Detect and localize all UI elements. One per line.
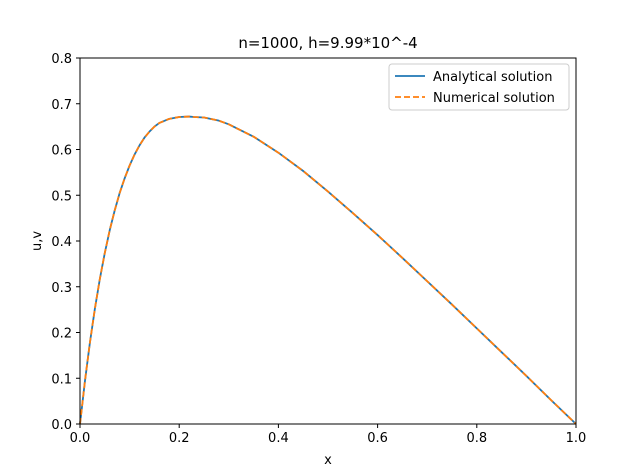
legend-label-analytical: Analytical solution xyxy=(433,70,552,85)
legend: Analytical solution Numerical solution xyxy=(388,63,570,111)
legend-label-numerical: Numerical solution xyxy=(433,91,555,106)
y-tick-label: 0.8 xyxy=(51,52,72,67)
y-tick-label: 0.7 xyxy=(51,98,72,113)
x-tick-label: 0.2 xyxy=(169,431,190,446)
x-tick-label: 0.8 xyxy=(466,431,487,446)
chart-title: n=1000, h=9.99*10^-4 xyxy=(238,34,417,52)
x-axis-label: x xyxy=(324,453,332,468)
x-tick-label: 1.0 xyxy=(566,431,587,446)
y-tick-label: 0.2 xyxy=(51,327,72,342)
legend-box xyxy=(388,63,570,111)
y-tick-label: 0.3 xyxy=(51,281,72,296)
y-tick-label: 0.6 xyxy=(51,144,72,159)
y-axis-label: u,v xyxy=(30,231,45,251)
y-tick-label: 0.0 xyxy=(51,418,72,433)
y-tick-label: 0.5 xyxy=(51,189,72,204)
x-tick-label: 0.6 xyxy=(367,431,388,446)
series-line-numerical xyxy=(79,115,577,425)
x-axis-ticks: 0.0 0.2 0.4 0.6 0.8 1.0 xyxy=(70,424,587,446)
x-tick-label: 0.0 xyxy=(70,431,91,446)
y-tick-label: 0.4 xyxy=(51,235,72,250)
series-layer xyxy=(79,115,577,425)
y-tick-label: 0.1 xyxy=(51,372,72,387)
y-axis-ticks: 0.0 0.1 0.2 0.3 0.4 0.5 0.6 0.7 0.8 xyxy=(51,52,80,433)
x-tick-label: 0.4 xyxy=(268,431,289,446)
